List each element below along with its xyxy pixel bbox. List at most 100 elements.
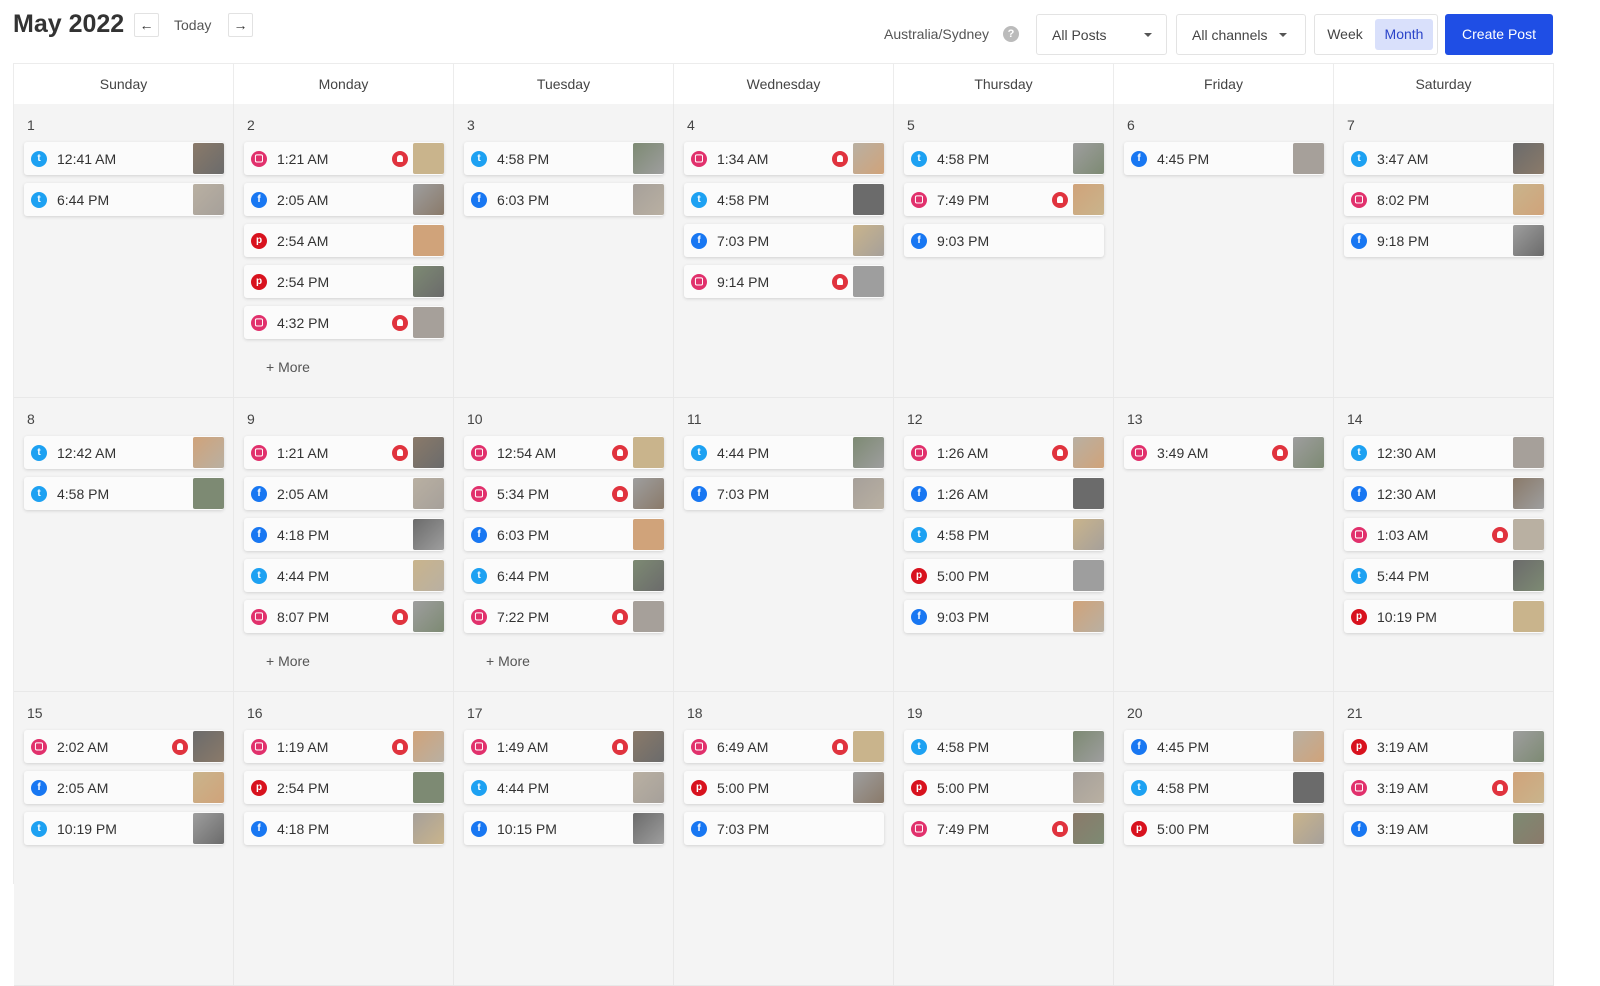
day-cell[interactable]: 16 ▢ 1:19 AM p 2:54 PM f 4:18 PM — [234, 692, 454, 986]
scheduled-post[interactable]: t 6:44 PM — [24, 183, 224, 216]
scheduled-post[interactable]: f 4:45 PM — [1124, 142, 1324, 175]
scheduled-post[interactable]: f 7:03 PM — [684, 812, 884, 845]
day-cell[interactable]: 3 t 4:58 PM f 6:03 PM — [454, 104, 674, 398]
scheduled-post[interactable]: ▢ 1:26 AM — [904, 436, 1104, 469]
scheduled-post[interactable]: f 12:30 AM — [1344, 477, 1544, 510]
day-cell[interactable]: 18 ▢ 6:49 AM p 5:00 PM f 7:03 PM — [674, 692, 894, 986]
scheduled-post[interactable]: f 2:05 AM — [24, 771, 224, 804]
more-posts-link[interactable]: + More — [486, 653, 530, 669]
day-cell[interactable]: 19 t 4:58 PM p 5:00 PM ▢ 7:49 PM — [894, 692, 1114, 986]
scheduled-post[interactable]: t 4:58 PM — [904, 518, 1104, 551]
day-cell[interactable]: 10 ▢ 12:54 AM ▢ 5:34 PM f 6:03 PM t 6:44 PM ▢ 7:22… — [454, 398, 674, 692]
day-cell[interactable]: 20 f 4:45 PM t 4:58 PM p 5:00 PM — [1114, 692, 1334, 986]
scheduled-post[interactable]: t 12:30 AM — [1344, 436, 1544, 469]
question-icon[interactable]: ? — [1003, 26, 1019, 42]
scheduled-post[interactable]: t 4:58 PM — [904, 142, 1104, 175]
scheduled-post[interactable]: f 4:18 PM — [244, 518, 444, 551]
post-time: 9:14 PM — [717, 274, 770, 290]
scheduled-post[interactable]: t 4:58 PM — [1124, 771, 1324, 804]
more-posts-link[interactable]: + More — [266, 653, 310, 669]
today-button[interactable]: Today — [174, 17, 212, 33]
day-cell[interactable]: 13 ▢ 3:49 AM — [1114, 398, 1334, 692]
day-cell[interactable]: 5 t 4:58 PM ▢ 7:49 PM f 9:03 PM — [894, 104, 1114, 398]
scheduled-post[interactable]: ▢ 1:19 AM — [244, 730, 444, 763]
scheduled-post[interactable]: ▢ 5:34 PM — [464, 477, 664, 510]
day-cell[interactable]: 11 t 4:44 PM f 7:03 PM — [674, 398, 894, 692]
scheduled-post[interactable]: p 3:19 AM — [1344, 730, 1544, 763]
scheduled-post[interactable]: ▢ 1:03 AM — [1344, 518, 1544, 551]
day-cell[interactable]: 14 t 12:30 AM f 12:30 AM ▢ 1:03 AM t 5:44 PM p 10:… — [1334, 398, 1554, 692]
scheduled-post[interactable]: t 4:44 PM — [244, 559, 444, 592]
scheduled-post[interactable]: t 5:44 PM — [1344, 559, 1544, 592]
scheduled-post[interactable]: ▢ 6:49 AM — [684, 730, 884, 763]
scheduled-post[interactable]: f 7:03 PM — [684, 224, 884, 257]
scheduled-post[interactable]: f 9:03 PM — [904, 224, 1104, 257]
scheduled-post[interactable]: t 4:58 PM — [684, 183, 884, 216]
scheduled-post[interactable]: t 12:41 AM — [24, 142, 224, 175]
day-cell[interactable]: 21 p 3:19 AM ▢ 3:19 AM f 3:19 AM — [1334, 692, 1554, 986]
scheduled-post[interactable]: f 1:26 AM — [904, 477, 1104, 510]
day-cell[interactable]: 8 t 12:42 AM t 4:58 PM — [14, 398, 234, 692]
day-cell[interactable]: 17 ▢ 1:49 AM t 4:44 PM f 10:15 PM — [454, 692, 674, 986]
scheduled-post[interactable]: f 4:18 PM — [244, 812, 444, 845]
scheduled-post[interactable]: ▢ 1:34 AM — [684, 142, 884, 175]
scheduled-post[interactable]: t 10:19 PM — [24, 812, 224, 845]
day-cell[interactable]: 9 ▢ 1:21 AM f 2:05 AM f 4:18 PM t 4:44 PM ▢ 8:07 P… — [234, 398, 454, 692]
scheduled-post[interactable]: p 5:00 PM — [904, 771, 1104, 804]
scheduled-post[interactable]: f 3:19 AM — [1344, 812, 1544, 845]
scheduled-post[interactable]: p 2:54 PM — [244, 771, 444, 804]
scheduled-post[interactable]: t 12:42 AM — [24, 436, 224, 469]
month-view-button[interactable]: Month — [1375, 19, 1433, 50]
scheduled-post[interactable]: ▢ 1:21 AM — [244, 142, 444, 175]
day-cell[interactable]: 6 f 4:45 PM — [1114, 104, 1334, 398]
scheduled-post[interactable]: ▢ 7:49 PM — [904, 183, 1104, 216]
scheduled-post[interactable]: ▢ 8:02 PM — [1344, 183, 1544, 216]
day-cell[interactable]: 15 ▢ 2:02 AM f 2:05 AM t 10:19 PM — [14, 692, 234, 986]
scheduled-post[interactable]: p 2:54 PM — [244, 265, 444, 298]
scheduled-post[interactable]: ▢ 1:49 AM — [464, 730, 664, 763]
channels-filter-dropdown[interactable]: All channels — [1176, 14, 1306, 55]
scheduled-post[interactable]: t 4:58 PM — [464, 142, 664, 175]
scheduled-post[interactable]: t 4:58 PM — [904, 730, 1104, 763]
scheduled-post[interactable]: ▢ 1:21 AM — [244, 436, 444, 469]
scheduled-post[interactable]: t 4:44 PM — [684, 436, 884, 469]
scheduled-post[interactable]: ▢ 9:14 PM — [684, 265, 884, 298]
scheduled-post[interactable]: ▢ 4:32 PM — [244, 306, 444, 339]
scheduled-post[interactable]: f 4:45 PM — [1124, 730, 1324, 763]
scheduled-post[interactable]: ▢ 2:02 AM — [24, 730, 224, 763]
posts-filter-dropdown[interactable]: All Posts — [1036, 14, 1167, 55]
day-cell[interactable]: 4 ▢ 1:34 AM t 4:58 PM f 7:03 PM ▢ 9:14 PM — [674, 104, 894, 398]
day-cell[interactable]: 2 ▢ 1:21 AM f 2:05 AM p 2:54 AM p 2:54 PM ▢ 4:32 P… — [234, 104, 454, 398]
scheduled-post[interactable]: t 4:44 PM — [464, 771, 664, 804]
scheduled-post[interactable]: f 7:03 PM — [684, 477, 884, 510]
scheduled-post[interactable]: f 2:05 AM — [244, 183, 444, 216]
week-view-button[interactable]: Week — [1327, 26, 1363, 42]
scheduled-post[interactable]: f 6:03 PM — [464, 518, 664, 551]
scheduled-post[interactable]: t 6:44 PM — [464, 559, 664, 592]
scheduled-post[interactable]: t 3:47 AM — [1344, 142, 1544, 175]
next-month-button[interactable]: → — [228, 13, 253, 37]
create-post-button[interactable]: Create Post — [1445, 14, 1553, 55]
scheduled-post[interactable]: ▢ 12:54 AM — [464, 436, 664, 469]
scheduled-post[interactable]: f 9:18 PM — [1344, 224, 1544, 257]
scheduled-post[interactable]: p 5:00 PM — [904, 559, 1104, 592]
scheduled-post[interactable]: f 6:03 PM — [464, 183, 664, 216]
scheduled-post[interactable]: ▢ 7:22 PM — [464, 600, 664, 633]
scheduled-post[interactable]: p 5:00 PM — [1124, 812, 1324, 845]
day-cell[interactable]: 12 ▢ 1:26 AM f 1:26 AM t 4:58 PM p 5:00 PM f 9:03 … — [894, 398, 1114, 692]
scheduled-post[interactable]: p 5:00 PM — [684, 771, 884, 804]
more-posts-link[interactable]: + More — [266, 359, 310, 375]
scheduled-post[interactable]: ▢ 3:49 AM — [1124, 436, 1324, 469]
scheduled-post[interactable]: ▢ 7:49 PM — [904, 812, 1104, 845]
scheduled-post[interactable]: ▢ 3:19 AM — [1344, 771, 1544, 804]
scheduled-post[interactable]: t 4:58 PM — [24, 477, 224, 510]
scheduled-post[interactable]: f 2:05 AM — [244, 477, 444, 510]
scheduled-post[interactable]: p 10:19 PM — [1344, 600, 1544, 633]
day-cell[interactable]: 7 t 3:47 AM ▢ 8:02 PM f 9:18 PM — [1334, 104, 1554, 398]
previous-month-button[interactable]: ← — [134, 13, 159, 37]
scheduled-post[interactable]: f 9:03 PM — [904, 600, 1104, 633]
day-cell[interactable]: 1 t 12:41 AM t 6:44 PM — [14, 104, 234, 398]
scheduled-post[interactable]: p 2:54 AM — [244, 224, 444, 257]
scheduled-post[interactable]: ▢ 8:07 PM — [244, 600, 444, 633]
scheduled-post[interactable]: f 10:15 PM — [464, 812, 664, 845]
